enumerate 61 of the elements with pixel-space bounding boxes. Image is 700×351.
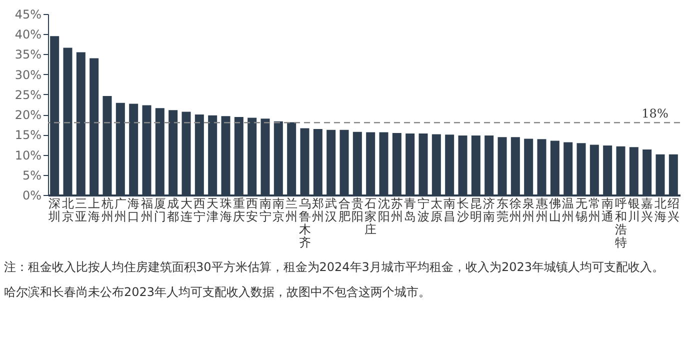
x-tick-label: 宁波 bbox=[417, 196, 430, 224]
x-tick-label: 沈阳 bbox=[378, 196, 390, 224]
x-tick-label: 济南 bbox=[483, 196, 496, 224]
x-tick-label: 南宁 bbox=[259, 196, 272, 224]
x-tick-label: 惠州 bbox=[534, 196, 548, 224]
y-tick-label: 25% bbox=[14, 88, 42, 102]
x-tick-label: 珠海 bbox=[220, 196, 232, 224]
y-tick-label: 35% bbox=[14, 48, 42, 62]
x-tick-label: 杭州 bbox=[100, 196, 114, 224]
x-tick-label: 郑州 bbox=[312, 196, 324, 224]
x-tick-label: 重庆 bbox=[232, 196, 245, 224]
x-tick-label: 海口 bbox=[128, 196, 140, 224]
y-tick-label: 20% bbox=[14, 108, 42, 122]
x-tick-label: 徐州 bbox=[509, 196, 522, 224]
x-tick-label: 大连 bbox=[180, 196, 192, 224]
x-tick-label: 贵阳 bbox=[351, 196, 364, 224]
x-tick-label: 南通 bbox=[602, 196, 614, 224]
x-tick-label: 天津 bbox=[206, 196, 219, 224]
x-tick-label: 无锡 bbox=[574, 196, 588, 224]
y-tick-label: 5% bbox=[22, 168, 42, 182]
x-tick-label: 石家庄 bbox=[364, 196, 377, 236]
x-tick-label: 太原 bbox=[430, 196, 442, 224]
x-tick-label: 北京 bbox=[62, 196, 74, 224]
x-tick-label: 乌鲁木齐 bbox=[298, 196, 311, 250]
y-tick-label: 40% bbox=[14, 28, 42, 42]
text: 哈尔滨和长春尚未公布2023年人均可支配收入数据，故图中不包含这两个城市。 bbox=[4, 285, 431, 299]
text: 注：租金收入比按人均住房建筑面积30平方米估算，租金为2024年3月城市平均租金，收入为2023年城镇人均可支配收入。 bbox=[4, 260, 664, 274]
x-tick-label: 苏州 bbox=[390, 196, 403, 224]
x-tick-label: 深圳 bbox=[48, 196, 61, 224]
x-tick-label: 泉州 bbox=[522, 196, 535, 224]
x-tick-label: 三亚 bbox=[74, 196, 87, 224]
y-tick-label: 10% bbox=[14, 148, 42, 162]
x-tick-label: 银川 bbox=[626, 196, 640, 224]
x-tick-label: 兰州 bbox=[286, 196, 298, 224]
x-tick-label: 佛山 bbox=[548, 196, 561, 224]
x-tick-label: 绍兴 bbox=[667, 196, 680, 224]
y-tick-label: 45% bbox=[14, 8, 42, 22]
x-tick-label: 常州 bbox=[588, 196, 600, 224]
y-tick-label: 0% bbox=[22, 188, 42, 202]
x-tick-label: 青岛 bbox=[404, 196, 416, 224]
y-tick-label: 30% bbox=[14, 68, 42, 82]
y-tick-label: 15% bbox=[14, 128, 42, 142]
x-tick-label: 呼和浩特 bbox=[614, 196, 627, 250]
x-tick-label: 嘉兴 bbox=[641, 196, 654, 224]
x-tick-label: 南京 bbox=[272, 196, 284, 224]
x-tick-label: 上海 bbox=[88, 196, 100, 224]
x-tick-label: 西安 bbox=[246, 196, 258, 224]
x-tick-label: 合肥 bbox=[338, 196, 350, 224]
x-tick-label: 东莞 bbox=[496, 196, 508, 224]
x-tick-label: 南昌 bbox=[444, 196, 456, 224]
x-tick-label: 厦门 bbox=[154, 196, 166, 224]
x-tick-label: 西宁 bbox=[193, 196, 206, 224]
x-tick-label: 昆明 bbox=[470, 196, 482, 224]
x-tick-label: 长沙 bbox=[456, 196, 469, 224]
ref-line-label: 18% bbox=[642, 106, 668, 121]
x-tick-label: 武汉 bbox=[325, 196, 338, 224]
x-tick-label: 北海 bbox=[654, 196, 666, 224]
x-tick-label: 广州 bbox=[114, 196, 126, 224]
x-tick-label: 温州 bbox=[562, 196, 574, 224]
x-tick-label: 成都 bbox=[167, 196, 180, 224]
x-tick-label: 福州 bbox=[140, 196, 153, 224]
